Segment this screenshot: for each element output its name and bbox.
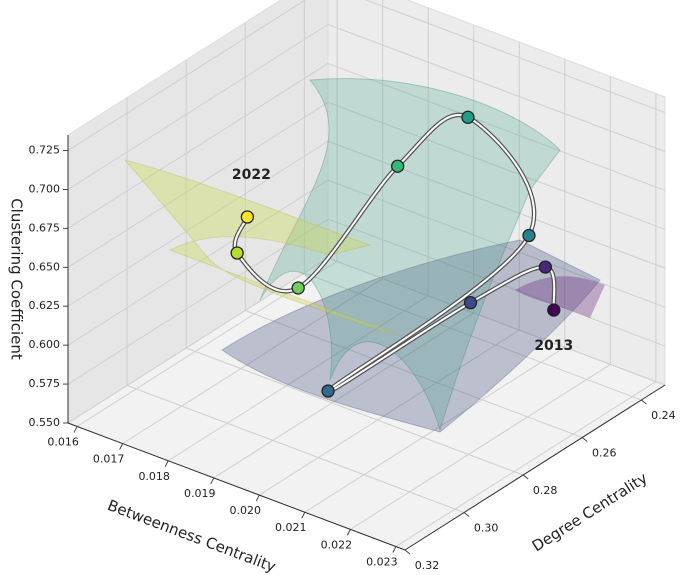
panes	[66, 0, 667, 551]
tick-mark	[522, 474, 529, 480]
grid-line	[67, 0, 307, 151]
z-tick-label: 0.600	[29, 338, 61, 351]
tick-mark	[210, 477, 215, 485]
tick-mark	[463, 512, 470, 517]
z-tick-label: 0.675	[29, 221, 61, 234]
tick-mark	[255, 494, 260, 502]
annotation: 2022	[232, 167, 271, 183]
tick-mark	[301, 512, 306, 519]
x-tick-label: 0.018	[138, 470, 170, 483]
y-tick-label: 0.24	[651, 409, 676, 422]
grid-line	[327, 257, 666, 386]
point	[240, 210, 255, 224]
surface	[123, 159, 401, 336]
grid-line	[327, 101, 666, 230]
tick-mark	[119, 443, 124, 450]
point	[230, 246, 244, 260]
tick-mark	[346, 529, 351, 536]
z-axis-label: Clustering Coefficient	[8, 198, 26, 360]
grid-line	[364, 0, 666, 114]
grid-line	[327, 179, 666, 308]
tick-mark	[404, 549, 411, 555]
x-tick-label: 0.016	[47, 435, 79, 448]
grid-line	[167, 295, 429, 462]
grid-line	[126, 385, 465, 513]
x-tick-label: 0.022	[321, 538, 353, 551]
y-axis-label: Degree Centrality	[529, 469, 651, 555]
y-axis	[404, 384, 666, 551]
x-tick-label: 0.021	[275, 521, 307, 534]
tick-mark	[73, 426, 78, 433]
grid-line	[304, 346, 566, 513]
grid-line	[67, 140, 329, 307]
y-tick-label: 0.26	[592, 447, 617, 460]
x-tick-label: 0.023	[366, 556, 398, 569]
x-tick-label: 0.017	[93, 453, 125, 466]
x-tick-label: 0.020	[230, 504, 262, 517]
annotation: 2013	[534, 338, 573, 354]
surface	[259, 77, 561, 432]
grid-line	[213, 312, 474, 479]
point	[547, 303, 561, 317]
z-tick-label: 0.550	[29, 416, 61, 429]
grid-line	[67, 218, 329, 385]
grid-line	[122, 278, 383, 445]
point	[463, 296, 478, 310]
grid-line	[327, 62, 666, 191]
tick-mark	[581, 437, 588, 442]
grid	[67, 0, 666, 551]
z-tick-label: 0.625	[29, 299, 61, 312]
y-tick-label: 0.32	[415, 559, 440, 572]
marks: 2013 2022	[230, 110, 573, 398]
point	[522, 228, 536, 243]
grid-line	[67, 257, 329, 424]
grid-line	[327, 140, 666, 269]
point	[291, 281, 305, 295]
z-tick-label: 0.650	[29, 260, 61, 273]
point	[538, 260, 553, 274]
z-tick-label: 0.700	[29, 182, 61, 195]
x-axis	[67, 422, 406, 551]
grid-line	[327, 24, 666, 152]
tick-mark	[641, 399, 647, 405]
z-tick-label: 0.725	[29, 144, 61, 157]
y-tick-label: 0.30	[474, 522, 499, 535]
x-tick-label: 0.019	[184, 487, 216, 500]
surface	[515, 276, 605, 318]
grid-line	[67, 24, 329, 190]
grid-line	[67, 62, 329, 229]
grid-line	[67, 101, 329, 268]
grid-line	[186, 347, 524, 476]
point	[390, 159, 405, 173]
grid-line	[67, 179, 329, 346]
grid-line	[304, 272, 642, 401]
grid-line	[259, 329, 520, 496]
grid-line	[327, 218, 666, 347]
grid-line	[395, 381, 657, 547]
grid-line	[245, 310, 583, 438]
z-tick-label: 0.575	[29, 377, 61, 390]
y-tick-label: 0.28	[533, 484, 558, 497]
point	[321, 384, 335, 398]
tick-mark	[392, 546, 397, 553]
grid-line	[350, 363, 611, 530]
tick-mark	[164, 460, 169, 467]
point	[461, 110, 475, 124]
